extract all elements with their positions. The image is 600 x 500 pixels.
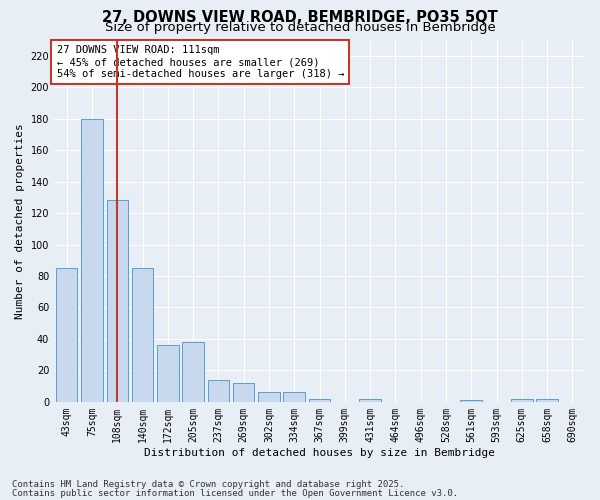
Y-axis label: Number of detached properties: Number of detached properties (15, 123, 25, 319)
Text: Size of property relative to detached houses in Bembridge: Size of property relative to detached ho… (104, 21, 496, 34)
Bar (233, 383, 254, 402)
Bar (283, 392, 305, 402)
Text: Contains HM Land Registry data © Crown copyright and database right 2025.: Contains HM Land Registry data © Crown c… (12, 480, 404, 489)
Bar (157, 345, 179, 402)
Bar (208, 380, 229, 402)
Bar (182, 342, 204, 402)
Bar (460, 400, 482, 402)
Bar (511, 398, 533, 402)
Bar (258, 392, 280, 402)
Bar (56, 268, 77, 402)
Bar (132, 268, 153, 402)
Bar (359, 398, 381, 402)
Bar (107, 200, 128, 402)
Bar (309, 398, 330, 402)
Text: 27 DOWNS VIEW ROAD: 111sqm
← 45% of detached houses are smaller (269)
54% of sem: 27 DOWNS VIEW ROAD: 111sqm ← 45% of deta… (56, 46, 344, 78)
X-axis label: Distribution of detached houses by size in Bembridge: Distribution of detached houses by size … (144, 448, 495, 458)
Bar (81, 118, 103, 402)
Text: 27, DOWNS VIEW ROAD, BEMBRIDGE, PO35 5QT: 27, DOWNS VIEW ROAD, BEMBRIDGE, PO35 5QT (102, 10, 498, 25)
Bar (536, 398, 558, 402)
Text: Contains public sector information licensed under the Open Government Licence v3: Contains public sector information licen… (12, 489, 458, 498)
